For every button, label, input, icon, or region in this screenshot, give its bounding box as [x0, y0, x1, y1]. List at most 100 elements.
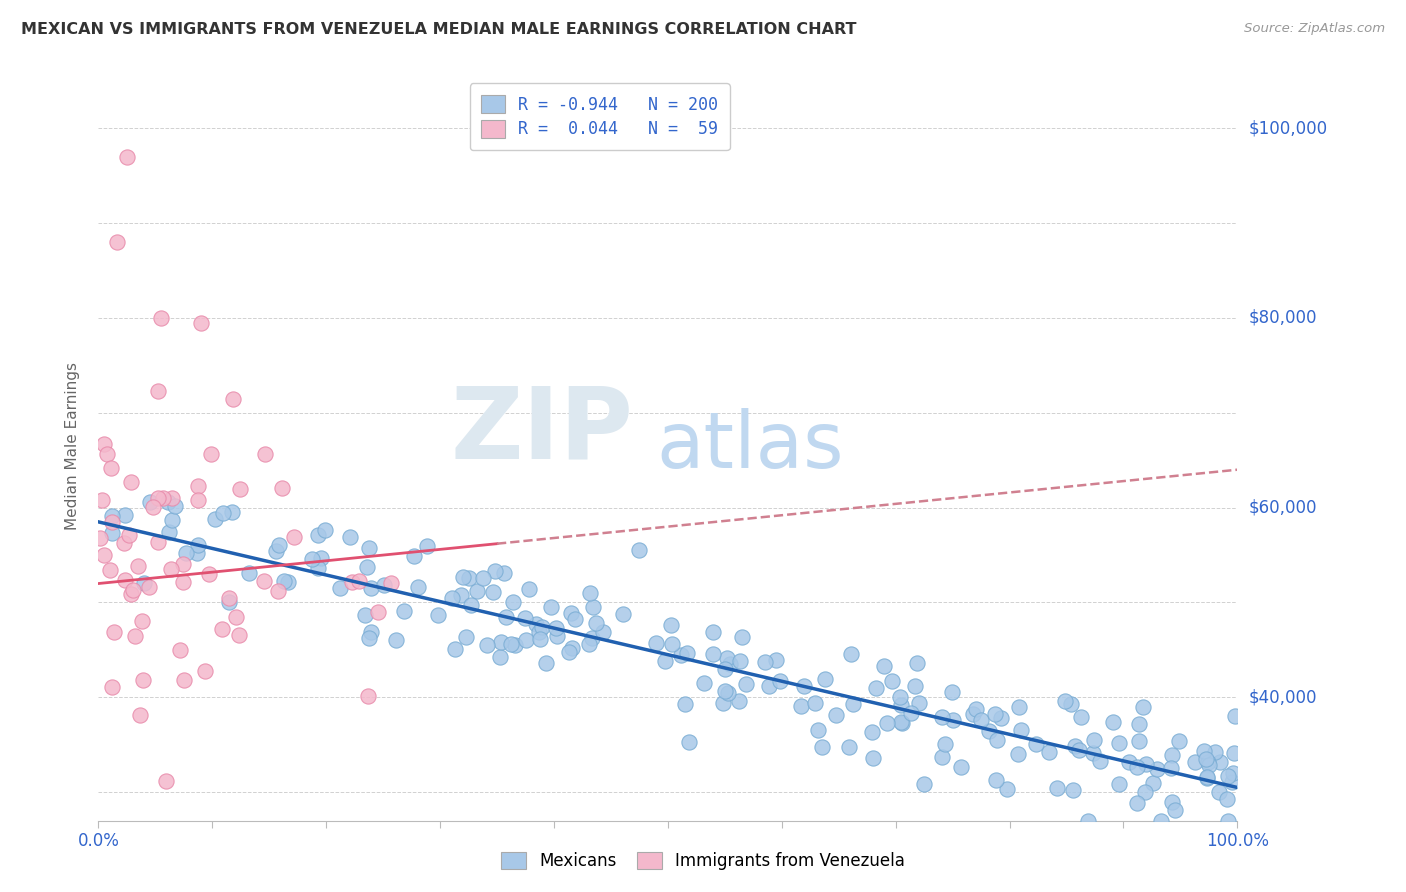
Point: [1038, 745, 1060, 759]
Point: [138, 580, 160, 594]
Point: [612, 607, 634, 622]
Point: [100, 461, 122, 475]
Point: [360, 624, 382, 639]
Point: [1150, 814, 1173, 828]
Point: [501, 636, 523, 650]
Point: [1198, 758, 1220, 772]
Point: [997, 781, 1019, 796]
Point: [347, 574, 370, 588]
Point: [440, 591, 463, 606]
Point: [406, 580, 429, 594]
Point: [200, 447, 222, 461]
Point: [267, 584, 290, 599]
Point: [678, 735, 700, 749]
Point: [392, 604, 415, 618]
Legend: R = -0.944   N = 200, R =  0.044   N =  59: R = -0.944 N = 200, R = 0.044 N = 59: [470, 84, 730, 150]
Point: [359, 541, 381, 555]
Point: [865, 681, 887, 695]
Point: [1195, 770, 1218, 784]
Point: [934, 737, 956, 751]
Point: [212, 506, 235, 520]
Point: [1008, 699, 1031, 714]
Point: [129, 708, 152, 723]
Point: [1126, 796, 1149, 810]
Point: [1125, 759, 1147, 773]
Point: [889, 690, 911, 704]
Text: Source: ZipAtlas.com: Source: ZipAtlas.com: [1244, 22, 1385, 36]
Point: [131, 614, 153, 628]
Point: [187, 478, 209, 492]
Point: [460, 599, 482, 613]
Point: [942, 713, 965, 727]
Point: [578, 637, 600, 651]
Point: [277, 575, 299, 590]
Point: [169, 643, 191, 657]
Point: [471, 571, 494, 585]
Point: [754, 655, 776, 669]
Point: [301, 552, 323, 566]
Point: [882, 673, 904, 688]
Point: [1128, 717, 1150, 731]
Point: [890, 715, 912, 730]
Point: [803, 696, 825, 710]
Point: [198, 566, 221, 581]
Point: [793, 679, 815, 693]
Point: [717, 686, 740, 700]
Point: [450, 588, 472, 602]
Point: [190, 316, 212, 330]
Point: [860, 724, 883, 739]
Point: [1161, 747, 1184, 762]
Point: [114, 508, 136, 523]
Point: [931, 750, 953, 764]
Point: [186, 546, 208, 560]
Point: [481, 585, 503, 599]
Point: [1102, 715, 1125, 730]
Point: [839, 647, 862, 661]
Point: [515, 611, 537, 625]
Point: [1192, 743, 1215, 757]
Point: [100, 525, 122, 540]
Point: [1163, 803, 1185, 817]
Point: [155, 773, 177, 788]
Text: $40,000: $40,000: [1249, 689, 1317, 706]
Point: [790, 699, 813, 714]
Point: [114, 574, 136, 588]
Point: [965, 701, 987, 715]
Point: [527, 624, 550, 639]
Point: [150, 310, 173, 325]
Point: [96, 447, 118, 461]
Point: [1197, 771, 1219, 785]
Point: [900, 706, 922, 720]
Point: [1133, 784, 1156, 798]
Point: [142, 500, 165, 514]
Point: [187, 539, 209, 553]
Text: $100,000: $100,000: [1249, 120, 1327, 137]
Point: [735, 677, 758, 691]
Point: [1223, 709, 1246, 723]
Point: [984, 772, 1007, 787]
Point: [146, 384, 169, 398]
Point: [716, 650, 738, 665]
Point: [979, 724, 1001, 739]
Point: [384, 633, 406, 648]
Text: ZIP: ZIP: [451, 383, 634, 480]
Point: [731, 630, 754, 644]
Point: [264, 544, 287, 558]
Point: [162, 513, 184, 527]
Point: [127, 559, 149, 574]
Point: [156, 495, 179, 509]
Point: [309, 550, 332, 565]
Point: [560, 606, 582, 620]
Point: [283, 530, 305, 544]
Point: [529, 632, 551, 646]
Point: [702, 624, 724, 639]
Point: [515, 632, 537, 647]
Point: [702, 648, 724, 662]
Point: [90, 492, 112, 507]
Point: [1216, 814, 1239, 828]
Point: [1135, 756, 1157, 771]
Point: [253, 447, 276, 461]
Point: [1216, 769, 1239, 783]
Point: [693, 676, 716, 690]
Point: [711, 696, 734, 710]
